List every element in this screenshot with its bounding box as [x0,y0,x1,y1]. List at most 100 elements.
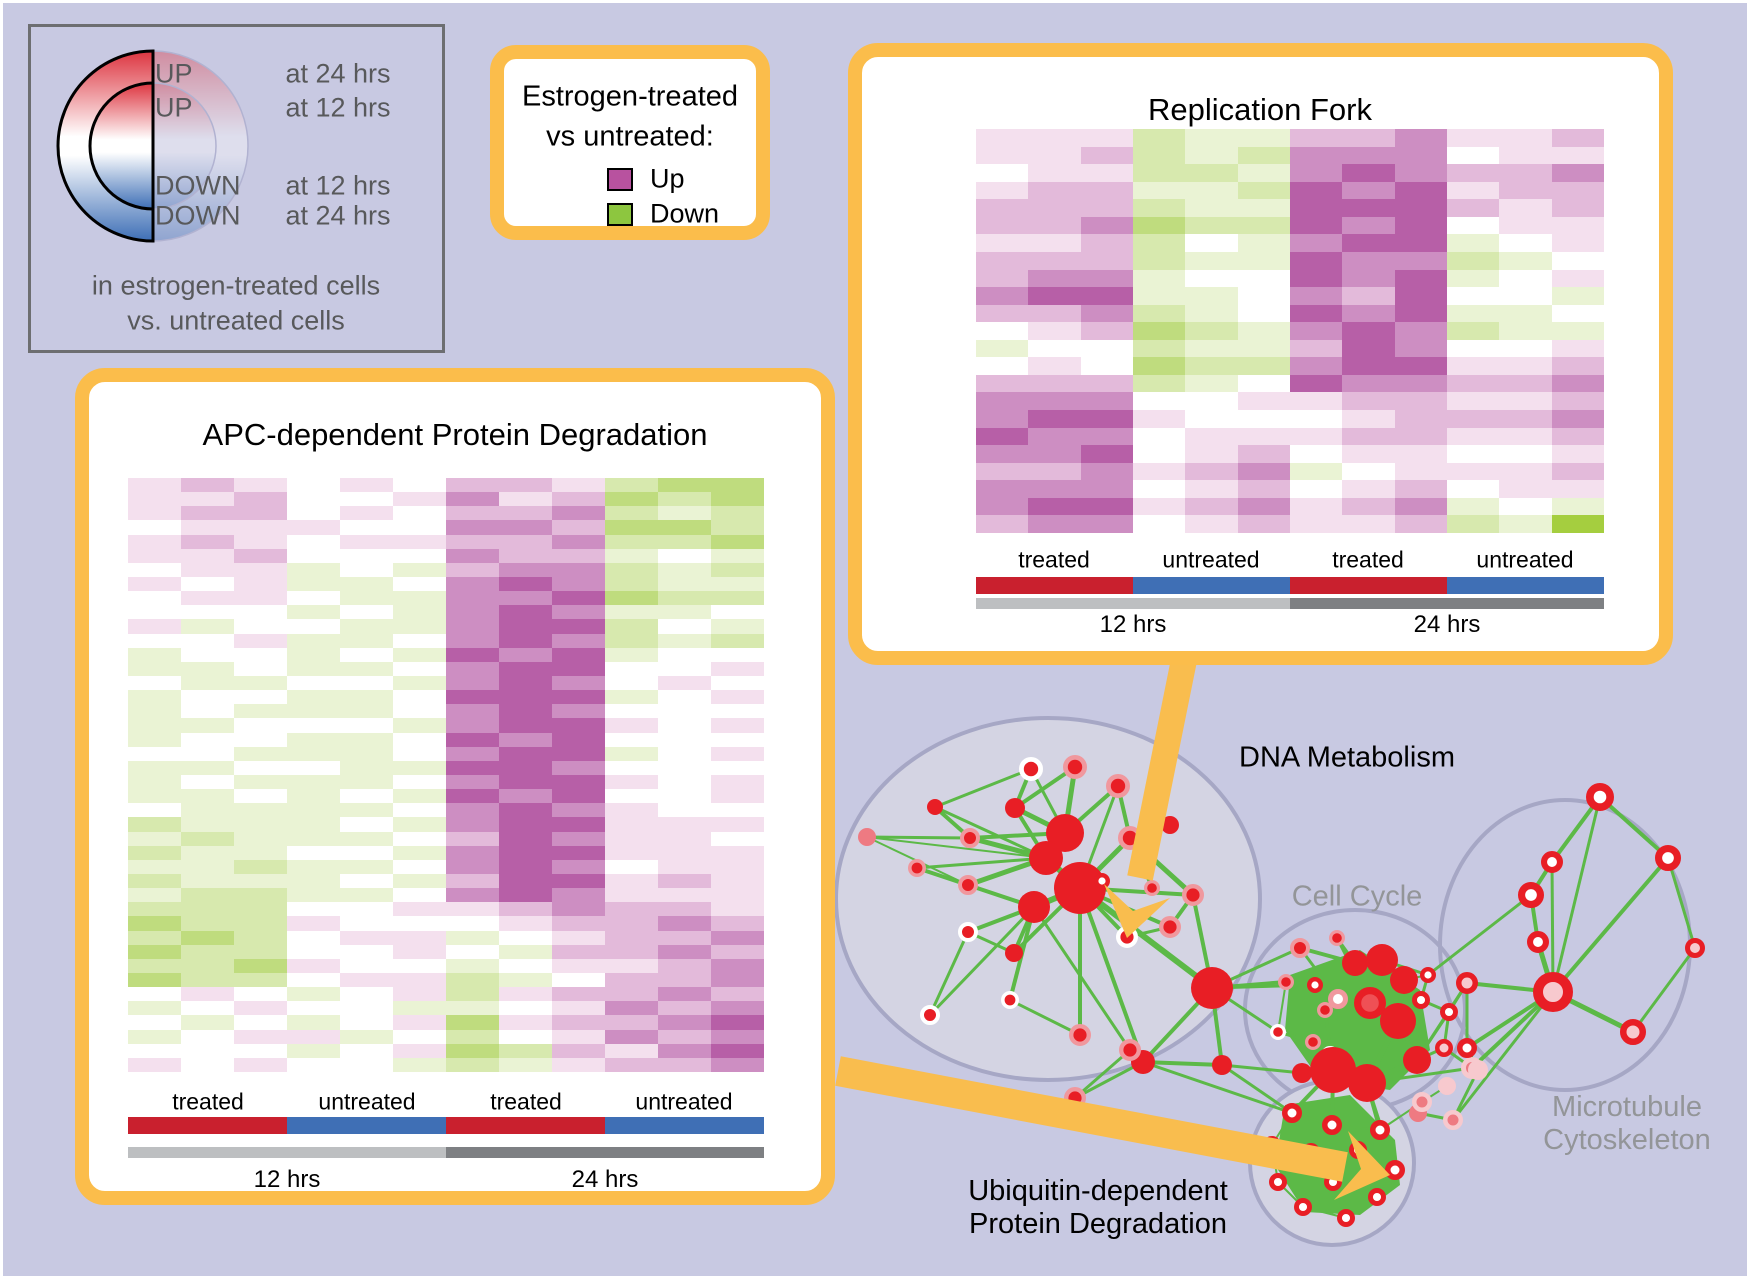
cluster-label-microtubule: Microtubule Cytoskeleton [1543,1091,1711,1156]
heatmap-cell [552,859,605,874]
ring-row-time: at 24 hrs [285,58,391,89]
heatmap-cell [552,1057,605,1072]
heatmap-cell [181,874,234,889]
apc-group-label: treated [172,1088,244,1115]
24hrs-bar [446,1147,764,1158]
heatmap-cell [234,718,287,733]
heatmap-cell [128,718,181,733]
heatmap-cell [340,647,393,662]
rf-group-label: untreated [1162,546,1260,573]
heatmap-cell [446,478,499,493]
heatmap-cell [605,1043,658,1058]
network-node [1412,1092,1432,1112]
heatmap-cell [446,944,499,959]
heatmap-cell [499,718,552,733]
network-node [1390,966,1418,994]
heatmap-cell [976,462,1029,481]
heatmap-cell [499,1057,552,1072]
heatmap-cell [1237,146,1290,165]
apc-time-label-24hrs: 24 hrs [571,1166,639,1193]
heatmap-cell [1446,515,1500,533]
heatmap-cell [1446,234,1500,252]
heatmap-cell [1394,480,1447,498]
apc-group-label: untreated [635,1088,733,1115]
heatmap-cell [1394,392,1447,411]
heatmap-cell [552,831,605,846]
heatmap-cell [181,690,234,705]
heatmap-cell [1289,287,1343,305]
heatmap-cell [1237,269,1290,288]
heatmap-cell [1289,515,1343,533]
heatmap-cell [1237,427,1290,446]
heatmap-cell [234,605,287,620]
heatmap-cell [446,1043,499,1058]
network-edge [1451,991,1555,1121]
heatmap-cell [1028,287,1081,305]
heatmap-cell [1289,357,1343,375]
heatmap-cell [393,803,446,818]
heatmap-cell [393,944,446,959]
heatmap-cell [1394,462,1447,481]
heatmap-cell [393,661,446,676]
heatmap-cell [658,902,711,917]
heatmap-cell [499,916,552,931]
network-node [1435,1039,1453,1057]
heatmap-cell [1132,199,1186,217]
heatmap-cell [287,760,340,775]
heatmap-cell [128,831,181,846]
heatmap-cell [128,902,181,917]
heatmap-cell [287,534,340,549]
network-node [1322,1115,1342,1135]
heatmap-cell [1342,392,1395,411]
heatmap-cell [499,690,552,705]
heatmap-cell [128,1057,181,1072]
heatmap-cell [552,562,605,577]
heatmap-cell [393,619,446,634]
heatmap-cell [128,845,181,860]
heatmap-cell [181,661,234,676]
network-edge [1142,1060,1223,1067]
heatmap-cell [658,548,711,563]
heatmap-cell [393,958,446,973]
network-edge [1551,856,1670,994]
heatmap-cell [446,704,499,719]
heatmap-cell [499,1029,552,1044]
heatmap-cell [393,676,446,691]
network-node [1268,1172,1287,1191]
heatmap-cell [1028,181,1081,200]
heatmap-cell [711,944,764,959]
heatmap-cell [234,944,287,959]
heatmap-cell [499,1015,552,1030]
network-node [1654,845,1681,872]
heatmap-cell [1132,515,1186,533]
heatmap-cell [499,817,552,832]
heatmap-cell [658,661,711,676]
heatmap-cell [1551,410,1604,428]
heatmap-cell [340,478,393,493]
heatmap-cell [340,789,393,804]
heatmap-cell [711,1001,764,1016]
heatmap-cell [1394,374,1447,393]
heatmap-cell [1551,427,1604,446]
heatmap-cell [1132,339,1186,358]
network-edge [1666,857,1697,949]
heatmap-cell [287,562,340,577]
heatmap-cell [1342,515,1395,533]
network-node [1457,1038,1477,1058]
heatmap-cell [1446,322,1500,340]
heatmap-cell [499,676,552,691]
heatmap-cell [287,647,340,662]
heatmap-cell [1289,199,1343,217]
heatmap-cell [340,605,393,620]
treated-bar [976,577,1133,594]
heatmap-cell [552,676,605,691]
heatmap-cell [976,146,1029,165]
heatmap-cell [976,392,1029,411]
network-node [1019,757,1044,782]
network-node [1029,841,1063,875]
heatmap-cell [234,478,287,493]
heatmap-cell [1028,234,1081,252]
updown-legend-title-line1: Estrogen-treated [521,80,739,113]
network-node [1403,1046,1431,1074]
